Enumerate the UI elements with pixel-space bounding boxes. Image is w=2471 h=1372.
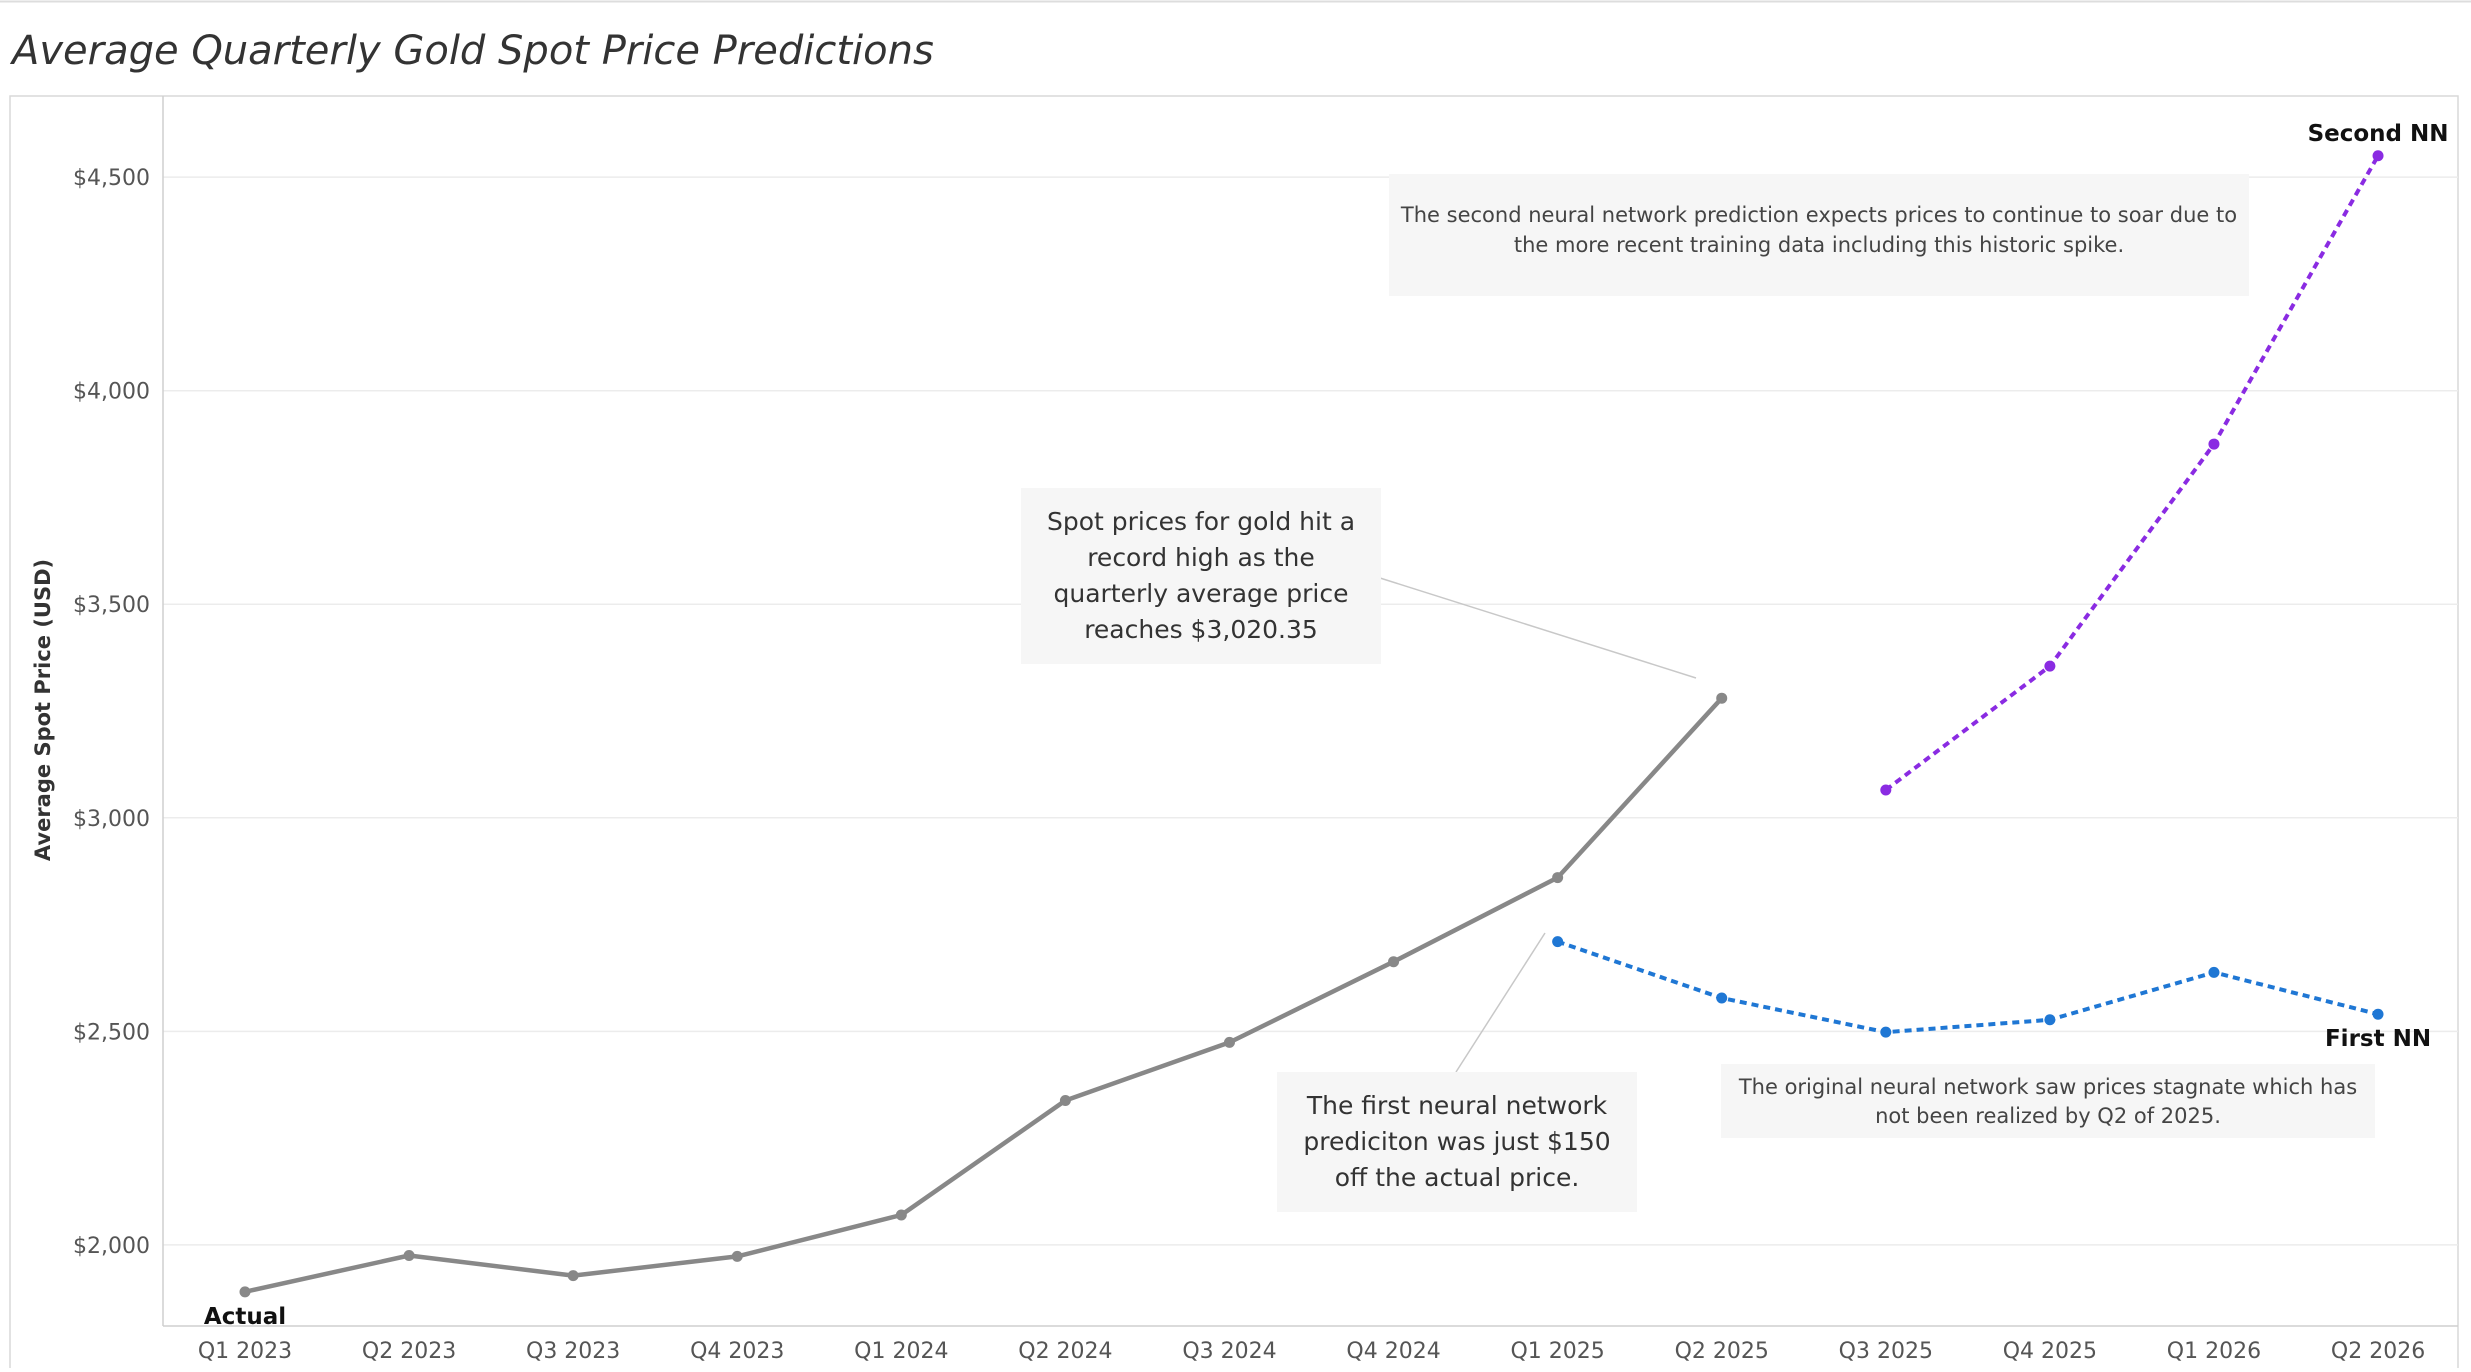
record-high-annotation-box	[1021, 488, 1381, 664]
second-nn-annotation-text: The second neural network prediction exp…	[1400, 203, 2237, 227]
data-point	[403, 1250, 415, 1262]
series-label-second-nn: Second NN	[2308, 121, 2449, 147]
first-nn-annotation-text: off the actual price.	[1335, 1163, 1580, 1192]
data-point	[1880, 1026, 1892, 1038]
record-high-annotation-text: Spot prices for gold hit a	[1047, 507, 1355, 536]
callout-line-first-nn	[1455, 932, 1546, 1073]
second-nn-annotation-box	[1389, 174, 2249, 296]
callout-line-record-high	[1379, 577, 1697, 679]
x-tick-label: Q3 2024	[1182, 1339, 1276, 1364]
data-point	[1552, 936, 1564, 948]
data-point	[1059, 1095, 1071, 1106]
x-tick-label: Q3 2023	[526, 1339, 620, 1364]
x-tick-label: Q3 2025	[1839, 1339, 1933, 1364]
data-point	[567, 1270, 579, 1282]
series-label-first-nn: First NN	[2325, 1026, 2431, 1052]
plot-frame	[9, 95, 2459, 1372]
x-tick-label: Q2 2023	[362, 1339, 456, 1364]
data-point	[1388, 956, 1400, 968]
data-point	[239, 1286, 251, 1298]
original-nn-annotation-box	[1721, 1064, 2375, 1138]
series-line-0	[244, 696, 1724, 1294]
series-layer	[239, 150, 2384, 1298]
data-point	[2208, 966, 2220, 978]
x-tick-label: Q4 2023	[690, 1339, 784, 1364]
data-point	[895, 1209, 907, 1221]
x-tick-label: Q4 2025	[2003, 1339, 2097, 1364]
data-point	[1716, 992, 1728, 1004]
series-label-actual: Actual	[204, 1304, 286, 1330]
series-line-1	[1556, 939, 2379, 1035]
record-high-annotation-text: quarterly average price	[1054, 579, 1349, 608]
original-nn-annotation-text: The original neural network saw prices s…	[1738, 1075, 2357, 1099]
y-tick-label: $4,500	[73, 166, 150, 191]
data-point	[2372, 1008, 2384, 1020]
y-tick-label: $2,000	[73, 1234, 150, 1259]
x-tick-label: Q2 2026	[2331, 1339, 2425, 1364]
data-point	[1552, 872, 1564, 884]
x-tick-label: Q1 2023	[198, 1339, 292, 1364]
x-tick-label: Q4 2024	[1346, 1339, 1440, 1364]
y-tick-label: $3,000	[73, 807, 150, 832]
original-nn-annotation-text: not been realized by Q2 of 2025.	[1875, 1104, 2221, 1128]
data-point	[1223, 1036, 1235, 1048]
chart-title: Average Quarterly Gold Spot Price Predic…	[9, 28, 934, 74]
first-nn-annotation-text: The first neural network	[1306, 1091, 1608, 1120]
y-axis-title: Average Spot Price (USD)	[31, 559, 55, 861]
record-high-annotation-text: record high as the	[1087, 543, 1315, 572]
data-point	[1880, 784, 1892, 796]
annotation-layer: Spot prices for gold hit a record high as…	[1021, 174, 2375, 1212]
x-tick-label: Q2 2025	[1675, 1339, 1769, 1364]
second-nn-annotation-text: the more recent training data including …	[1514, 233, 2124, 257]
y-tick-label: $4,000	[73, 380, 150, 405]
x-tick-label: Q1 2025	[1510, 1339, 1604, 1364]
y-tick-label: $3,500	[73, 593, 150, 618]
first-nn-annotation-box	[1277, 1072, 1637, 1212]
x-tick-label: Q2 2024	[1018, 1339, 1112, 1364]
data-point	[731, 1250, 743, 1262]
x-tick-label: Q1 2024	[854, 1339, 948, 1364]
record-high-annotation-text: reaches $3,020.35	[1084, 615, 1318, 644]
y-tick-label: $2,500	[73, 1020, 150, 1045]
data-point	[2044, 1014, 2056, 1026]
data-point	[1716, 692, 1728, 704]
x-tick-label: Q1 2026	[2167, 1339, 2261, 1364]
first-nn-annotation-text: prediciton was just $150	[1303, 1127, 1610, 1156]
series-line-2	[1884, 154, 2380, 792]
data-point	[2208, 438, 2220, 450]
data-point	[2372, 150, 2384, 162]
data-point	[2044, 660, 2056, 672]
label-layer: Actual First NN Second NN	[204, 121, 2449, 1330]
axis-layer: $2,000 $2,500 $3,000 $3,500 $4,000 $4,500 Q1 2…	[31, 96, 2458, 1364]
